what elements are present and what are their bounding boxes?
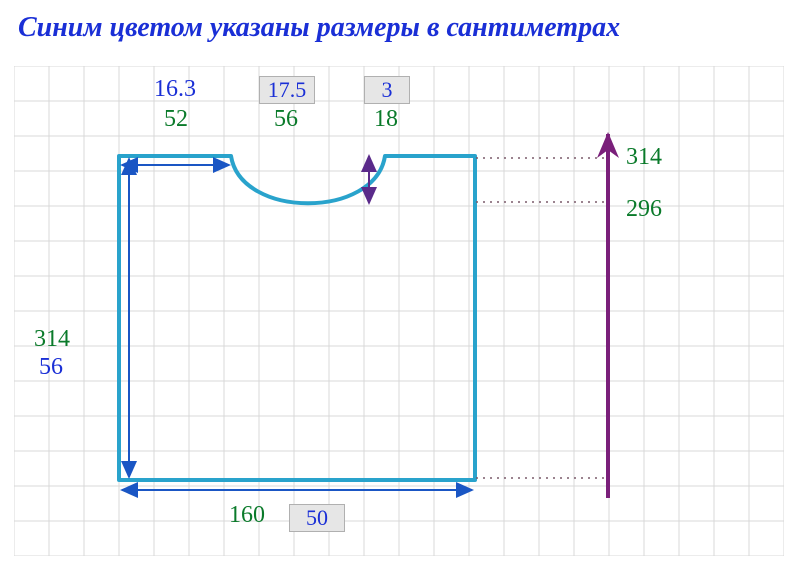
- input-bottom-cm[interactable]: 50: [289, 504, 345, 532]
- diagram-overlay: [14, 66, 784, 556]
- title-text: Синим цветом указаны размеры в сантиметр…: [18, 12, 620, 43]
- label-left-cm: 56: [39, 354, 63, 381]
- label-top-rows-1: 52: [164, 106, 188, 133]
- label-top-rows-2: 56: [274, 106, 298, 133]
- input-top-cm-3[interactable]: 3: [364, 76, 410, 104]
- label-top-cm-1: 16.3: [154, 76, 196, 103]
- page-title: Синим цветом указаны размеры в сантиметр…: [0, 0, 808, 52]
- garment-outline: [119, 156, 475, 480]
- input-top-cm-2[interactable]: 17.5: [259, 76, 315, 104]
- label-bottom-rows: 160: [229, 502, 265, 529]
- label-right-mid: 296: [626, 196, 662, 223]
- diagram-canvas: 16.3 17.5 3 52 56 18 314 296 314 56 160 …: [14, 66, 794, 556]
- label-top-rows-3: 18: [374, 106, 398, 133]
- label-left-rows: 314: [34, 326, 70, 353]
- label-right-top: 314: [626, 144, 662, 171]
